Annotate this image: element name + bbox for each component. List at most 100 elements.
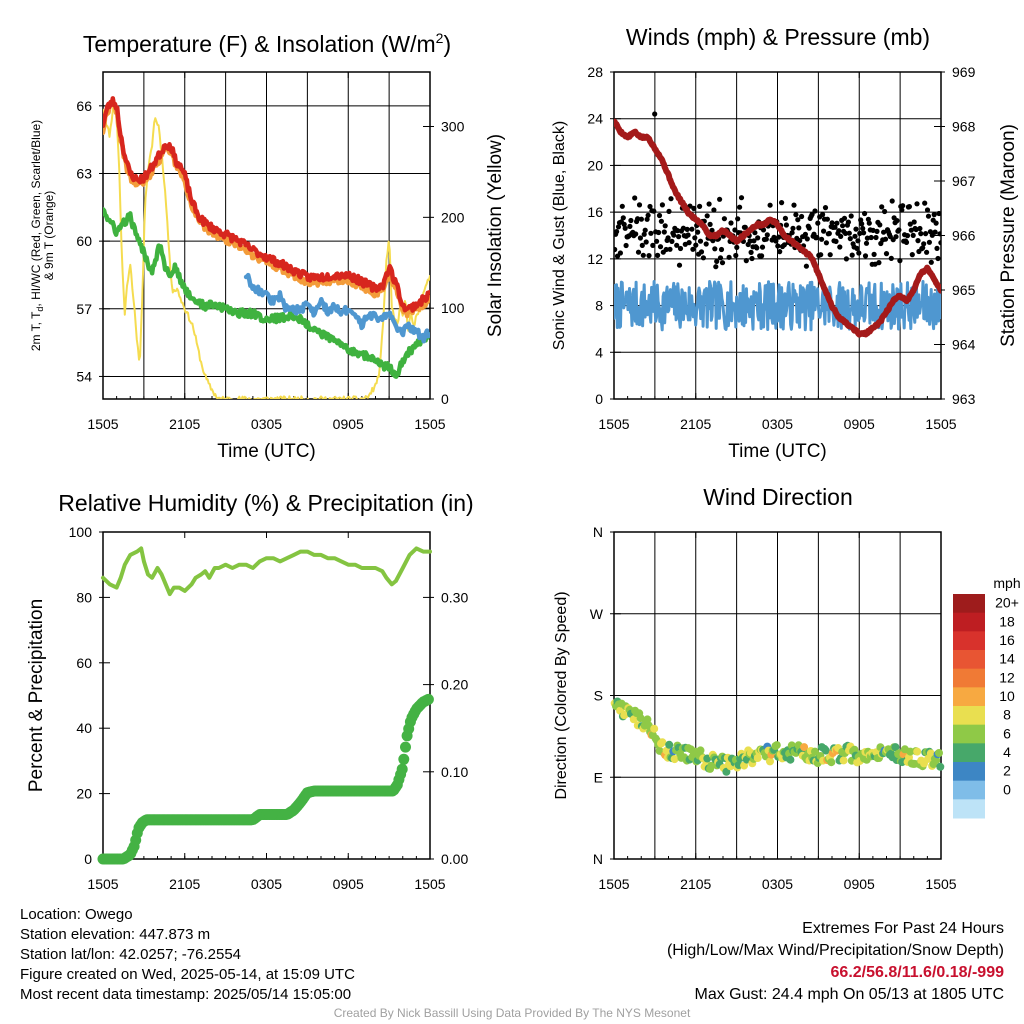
y-tick-label: 28 bbox=[587, 64, 603, 80]
gust-point bbox=[637, 235, 644, 241]
gust-point bbox=[933, 220, 939, 226]
x-tick-label: 1505 bbox=[598, 876, 629, 892]
gust-point bbox=[799, 213, 805, 220]
gust-point bbox=[732, 227, 738, 233]
gust-point bbox=[689, 226, 695, 232]
gust-point bbox=[676, 234, 682, 240]
gust-point bbox=[643, 239, 649, 245]
y2-tick-label: 0.00 bbox=[441, 851, 468, 867]
x-tick-label: 1505 bbox=[87, 416, 118, 432]
x-tick-label: 1505 bbox=[87, 876, 118, 892]
gust-point bbox=[937, 231, 941, 237]
y2-tick-label: 0.20 bbox=[441, 677, 468, 693]
y-tick-label: 60 bbox=[76, 655, 92, 671]
gust-point bbox=[790, 225, 796, 231]
gust-point bbox=[650, 242, 656, 248]
gust-point bbox=[782, 215, 789, 221]
extremes-summary: Extremes For Past 24 Hours (High/Low/Max… bbox=[667, 918, 1004, 1006]
gust-point bbox=[647, 203, 653, 210]
y-tick-label: 54 bbox=[76, 368, 92, 384]
colorbar-label: 2 bbox=[1003, 763, 1011, 779]
colorbar-swatch bbox=[953, 631, 985, 651]
gust-point bbox=[854, 245, 860, 251]
y-tick-label: E bbox=[594, 769, 603, 785]
gust-point bbox=[858, 217, 864, 223]
gust-point bbox=[823, 240, 830, 246]
gust-point bbox=[883, 251, 890, 257]
gust-point bbox=[907, 221, 913, 227]
series-layer bbox=[614, 111, 941, 338]
y-tick-label: 40 bbox=[76, 720, 92, 736]
y2-tick-label: 969 bbox=[952, 64, 976, 80]
y2-tick-label: 964 bbox=[952, 337, 976, 353]
x-tick-label: 0905 bbox=[844, 416, 875, 432]
x-tick-label: 2105 bbox=[680, 876, 711, 892]
gust-point bbox=[928, 259, 934, 265]
gust-point bbox=[675, 228, 681, 234]
y-label-part: , HI/WC (Red, Green, Scarlet/Blue) bbox=[29, 120, 43, 307]
gust-point bbox=[849, 252, 855, 258]
direction-point bbox=[665, 740, 674, 749]
y-axis-label: 2m T, Td, HI/WC (Red, Green, Scarlet/Blu… bbox=[29, 120, 56, 351]
series-layer bbox=[103, 96, 430, 399]
gust-point bbox=[938, 240, 941, 246]
gust-point bbox=[922, 200, 928, 206]
y-axis-label-line2: & 9m T (Orange) bbox=[42, 191, 56, 281]
gust-point bbox=[897, 258, 903, 264]
chart-title-superscript: 2 bbox=[436, 30, 444, 46]
gust-point bbox=[789, 230, 795, 236]
gust-point bbox=[931, 212, 937, 218]
gust-point bbox=[726, 254, 732, 260]
gust-point bbox=[619, 203, 625, 209]
direction-point bbox=[786, 755, 795, 764]
gust-point bbox=[882, 208, 888, 215]
colorbar-swatch bbox=[953, 612, 985, 632]
gust-point bbox=[888, 255, 894, 261]
chart-title-end: ) bbox=[443, 31, 451, 57]
gust-point bbox=[846, 230, 852, 236]
gust-point bbox=[843, 256, 850, 262]
chart-title: Wind Direction bbox=[703, 484, 853, 510]
gust-point bbox=[638, 216, 645, 222]
y2-tick-label: 200 bbox=[441, 209, 465, 225]
colorbar-swatch bbox=[953, 668, 985, 688]
gust-point bbox=[717, 255, 724, 261]
colorbar-label: 18 bbox=[999, 613, 1015, 629]
gust-point bbox=[773, 238, 779, 244]
gust-point bbox=[697, 238, 704, 244]
direction-point bbox=[891, 743, 900, 752]
gust-point bbox=[615, 224, 622, 230]
gust-point bbox=[824, 216, 831, 222]
x-tick-label: 2105 bbox=[169, 416, 200, 432]
series-sonic-wind bbox=[614, 280, 941, 332]
gust-point bbox=[920, 245, 926, 251]
gust-point bbox=[832, 224, 838, 230]
series-solar bbox=[103, 96, 430, 399]
gust-point bbox=[936, 210, 941, 217]
gust-point bbox=[921, 241, 927, 247]
y-label-part: 2m T, T bbox=[29, 311, 43, 351]
x-axis-label: Time (UTC) bbox=[217, 441, 316, 462]
gust-point bbox=[622, 225, 628, 231]
direction-point bbox=[936, 762, 945, 771]
gust-point bbox=[707, 221, 713, 227]
gust-point bbox=[734, 244, 740, 250]
gust-point bbox=[853, 226, 859, 232]
x-tick-label: 1505 bbox=[598, 416, 629, 432]
direction-point bbox=[766, 757, 774, 766]
gust-point bbox=[781, 242, 788, 248]
colorbar-swatch bbox=[953, 762, 985, 782]
chart-title: Winds (mph) & Pressure (mb) bbox=[626, 24, 930, 50]
gust-point bbox=[819, 236, 825, 242]
gust-point bbox=[896, 227, 902, 233]
gust-point bbox=[759, 244, 766, 250]
gust-point bbox=[655, 252, 661, 258]
gust-point bbox=[641, 231, 647, 237]
station-info: Location: Owego Station elevation: 447.8… bbox=[20, 905, 355, 1005]
gust-point bbox=[856, 250, 862, 256]
gust-point bbox=[926, 239, 933, 245]
recent-timestamp: Most recent data timestamp: 2025/05/14 1… bbox=[20, 986, 352, 1003]
direction-point bbox=[753, 754, 762, 762]
x-tick-label: 2105 bbox=[680, 416, 711, 432]
precip-point bbox=[422, 693, 434, 705]
